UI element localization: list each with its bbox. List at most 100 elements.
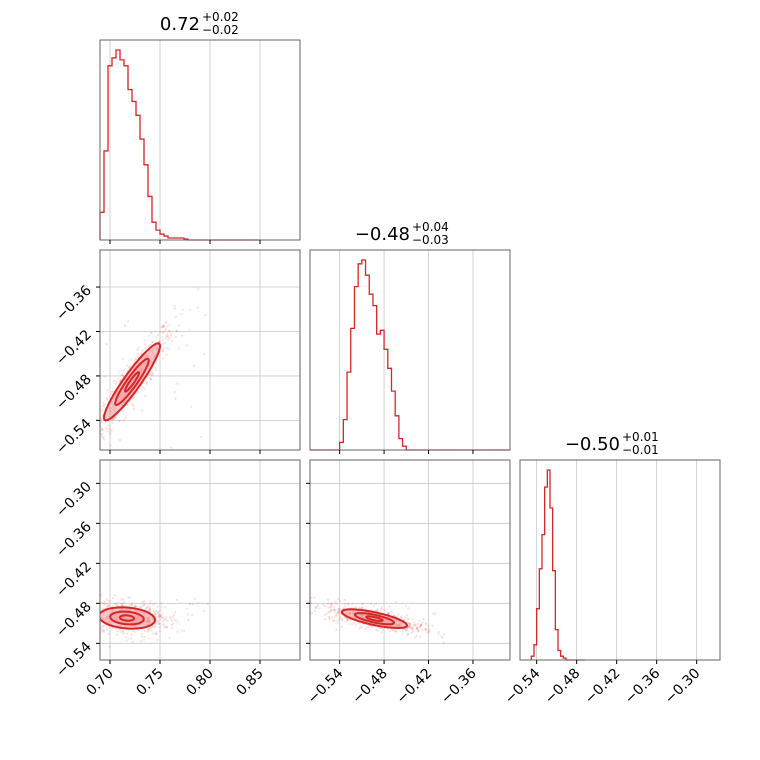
sample-point [330, 602, 333, 606]
sample-point [165, 626, 169, 629]
sample-point [105, 396, 108, 400]
sample-point [161, 325, 164, 328]
sample-point [97, 427, 99, 429]
sample-point [157, 614, 161, 617]
sample-point [419, 623, 423, 626]
sample-point [405, 628, 408, 631]
sample-point [101, 435, 104, 438]
sample-point [145, 383, 149, 386]
sample-point [400, 615, 403, 618]
sample-point [335, 628, 338, 631]
sample-point [139, 605, 142, 608]
sample-point [108, 604, 111, 607]
sample-point [337, 619, 340, 622]
sample-point [158, 614, 161, 618]
sample-point [106, 605, 109, 608]
sample-point [111, 390, 115, 393]
sample-point [166, 334, 169, 338]
sample-point [166, 626, 169, 629]
sample-point [102, 404, 105, 408]
sample-point [96, 621, 98, 623]
sample-point [334, 600, 337, 604]
sample-point [166, 335, 169, 338]
sample-point [173, 307, 177, 310]
sample-point [130, 633, 133, 636]
sample-point [106, 604, 110, 607]
sample-point [174, 619, 178, 622]
sample-point [155, 335, 158, 339]
sample-point [92, 603, 94, 605]
sample-point [326, 598, 330, 601]
sample-point [129, 364, 132, 368]
sample-point [404, 628, 407, 631]
sample-point [158, 339, 161, 343]
panel-title-2: −0.50 +0.01−0.01 [565, 430, 659, 457]
sample-point [346, 618, 349, 621]
sample-point [106, 398, 109, 401]
sample-point [168, 336, 171, 339]
sample-point [376, 609, 379, 613]
sample-point [103, 603, 107, 607]
sample-point [97, 618, 99, 620]
sample-point [101, 428, 104, 431]
y-tick-label: −0.54 [53, 416, 95, 458]
sample-point [190, 405, 193, 408]
sample-point [376, 629, 379, 632]
y-tick-label: −0.48 [53, 599, 95, 641]
sample-point [148, 606, 151, 609]
x-tick-label: −0.54 [502, 665, 544, 707]
sample-point [181, 308, 184, 312]
sample-point [114, 603, 118, 606]
sample-point [329, 606, 332, 609]
sample-point [169, 334, 173, 337]
sample-point [345, 620, 349, 623]
sample-point [113, 594, 117, 597]
sample-point [87, 618, 89, 620]
sample-point [108, 645, 111, 648]
sample-point [324, 618, 327, 621]
sample-point [147, 345, 150, 348]
sample-point [88, 442, 90, 444]
sample-point [397, 613, 400, 616]
sample-point [380, 631, 383, 634]
sample-point [114, 382, 117, 385]
sample-point [329, 608, 333, 612]
sample-point [167, 347, 170, 351]
sample-point [70, 456, 72, 458]
sample-point [119, 628, 122, 632]
sample-point [116, 633, 119, 637]
sample-point [422, 617, 425, 621]
sample-point [191, 613, 194, 616]
sample-point [335, 603, 338, 606]
sample-point [408, 625, 411, 628]
sample-point [121, 630, 125, 633]
sample-point [321, 603, 325, 606]
sample-point [336, 611, 340, 614]
sample-point [426, 631, 429, 634]
sample-point [96, 616, 98, 618]
sample-point [338, 599, 342, 603]
sample-point [121, 357, 125, 360]
sample-point [427, 624, 430, 627]
sample-point [313, 596, 316, 599]
sample-point [167, 329, 171, 333]
sample-point [173, 391, 176, 394]
sample-point [116, 630, 119, 633]
sample-point [346, 602, 350, 606]
title-value: 0.72 [160, 14, 200, 35]
sample-point [174, 336, 177, 339]
sample-point [359, 625, 362, 628]
sample-point [405, 613, 409, 617]
sample-point [401, 629, 405, 632]
x-tick-label: −0.48 [349, 666, 391, 708]
sample-point [376, 609, 379, 613]
sample-point [145, 628, 149, 631]
x-tick-label: 0.85 [233, 666, 266, 699]
sample-point [149, 600, 152, 603]
sample-point [143, 600, 146, 603]
sample-point [412, 624, 415, 627]
sample-point [344, 605, 347, 608]
sample-point [94, 622, 96, 624]
sample-point [185, 344, 189, 347]
x-tick-label: −0.42 [582, 666, 624, 708]
